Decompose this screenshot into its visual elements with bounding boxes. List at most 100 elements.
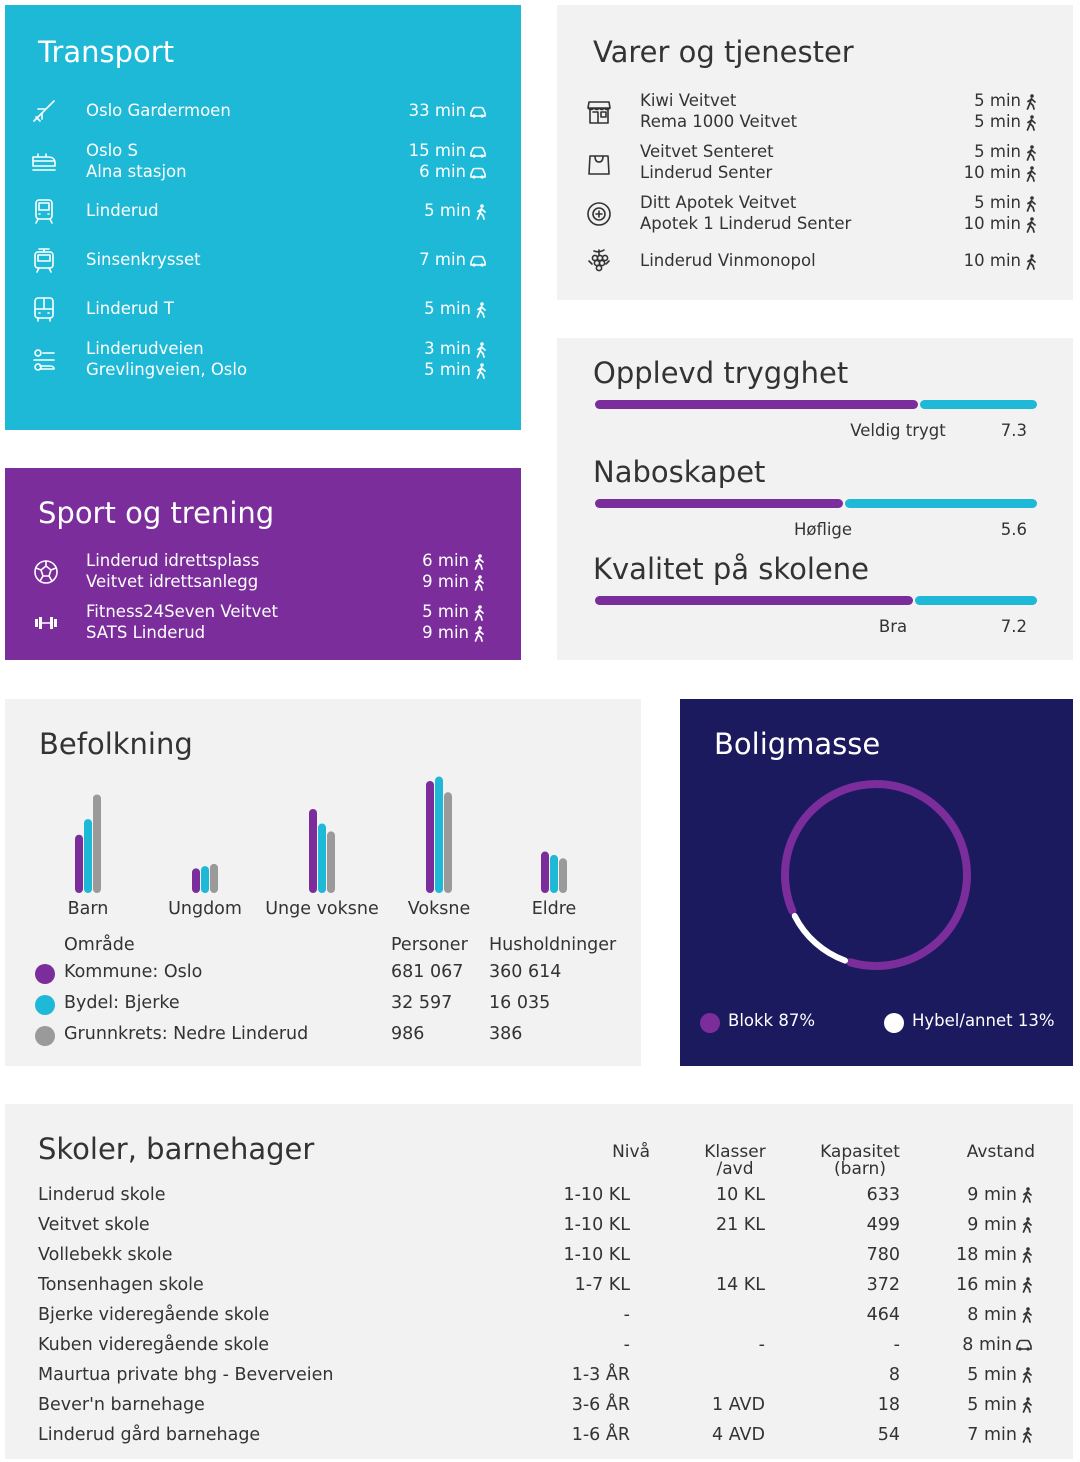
travel-time: 5 min bbox=[974, 112, 1021, 131]
rating-label: Veldig trygt bbox=[850, 421, 946, 440]
sport-item-name: Fitness24Seven Veitvet bbox=[86, 602, 278, 621]
school-avstand: 8 min bbox=[885, 1334, 1033, 1356]
sport-item-name: SATS Linderud bbox=[86, 623, 206, 642]
population-households: 386 bbox=[489, 1024, 523, 1044]
transport-item-name: Alna stasjon bbox=[86, 162, 187, 181]
population-households: 16 035 bbox=[489, 993, 551, 1013]
travel-time: 15 min bbox=[408, 141, 466, 160]
school-kapasitet: 499 bbox=[866, 1215, 900, 1235]
school-avstand: 5 min bbox=[885, 1364, 1033, 1386]
varer-item-time: 5 min bbox=[877, 192, 1037, 213]
school-name: Bjerke videregående skole bbox=[38, 1305, 270, 1325]
varer-item-time: 10 min bbox=[877, 250, 1037, 271]
school-klasser: 21 KL bbox=[715, 1215, 765, 1235]
rating-bar-score bbox=[595, 400, 918, 409]
header-kapasitet: Kapasitet (barn) bbox=[805, 1144, 915, 1178]
varer-item-name: Linderud Vinmonopol bbox=[640, 251, 816, 270]
tram-icon bbox=[30, 246, 58, 274]
school-kapasitet: - bbox=[893, 1335, 900, 1355]
population-persons: 32 597 bbox=[391, 993, 453, 1013]
varer-item-time: 5 min bbox=[877, 90, 1037, 111]
population-area: Kommune: Oslo bbox=[64, 962, 203, 982]
transport-item-time: 5 min bbox=[327, 359, 487, 380]
travel-time: 5 min bbox=[424, 201, 471, 220]
travel-time: 5 min bbox=[424, 299, 471, 318]
walk-icon bbox=[1021, 91, 1037, 110]
walk-icon bbox=[469, 602, 485, 621]
services-panel: Varer og tjenester Kiwi Veitvet Rema 1000… bbox=[557, 5, 1073, 300]
varer-item-name: Linderud Senter bbox=[640, 163, 773, 182]
school-name: Kuben videregående skole bbox=[38, 1335, 269, 1355]
transport-title: Transport bbox=[38, 35, 175, 69]
population-bar bbox=[559, 858, 567, 893]
school-kapasitet: 464 bbox=[866, 1305, 900, 1325]
legend-dot-hybel bbox=[884, 1013, 904, 1033]
school-niva: 3-6 ÅR bbox=[571, 1395, 630, 1415]
travel-time: 5 min bbox=[424, 360, 471, 379]
population-category-label: Unge voksne bbox=[265, 899, 379, 919]
population-legend-dot bbox=[35, 995, 55, 1015]
travel-time: 33 min bbox=[408, 101, 466, 120]
travel-time: 9 min bbox=[422, 572, 469, 591]
walk-icon bbox=[471, 339, 487, 358]
walk-icon bbox=[1021, 163, 1037, 182]
walk-icon bbox=[1021, 112, 1037, 131]
varer-item-time: 10 min bbox=[877, 213, 1037, 234]
travel-time: 5 min bbox=[422, 602, 469, 621]
travel-time: 16 min bbox=[956, 1275, 1017, 1295]
transport-panel: Transport Oslo Gardermoen 33 min Oslo S Aln… bbox=[5, 5, 521, 430]
header-klasser: Klasser /avd bbox=[685, 1144, 785, 1178]
school-niva: - bbox=[623, 1335, 630, 1355]
population-bar bbox=[84, 819, 92, 893]
school-avstand: 5 min bbox=[885, 1394, 1033, 1416]
school-niva: 1-6 ÅR bbox=[571, 1425, 630, 1445]
walk-icon bbox=[1021, 251, 1037, 270]
walk-icon bbox=[1017, 1305, 1033, 1325]
rating-bar-score bbox=[595, 499, 843, 508]
rating-bar-remainder bbox=[845, 499, 1037, 508]
sport-item-time: 6 min bbox=[325, 550, 485, 571]
header-klasser-line1: Klasser bbox=[704, 1142, 766, 1162]
walk-icon bbox=[1017, 1365, 1033, 1385]
travel-time: 5 min bbox=[967, 1365, 1017, 1385]
population-panel: Befolkning Barn Ungdom Unge voksne Voksne El… bbox=[5, 699, 641, 1066]
school-name: Bever'n barnehage bbox=[38, 1395, 205, 1415]
walk-icon bbox=[471, 360, 487, 379]
store-icon bbox=[585, 98, 613, 126]
walk-icon bbox=[469, 572, 485, 591]
transport-item-name: Oslo S bbox=[86, 141, 138, 160]
school-kapasitet: 54 bbox=[877, 1425, 900, 1445]
rating-bar-remainder bbox=[920, 400, 1037, 409]
school-avstand: 7 min bbox=[885, 1424, 1033, 1446]
train-icon bbox=[30, 148, 58, 176]
population-households: 360 614 bbox=[489, 962, 562, 982]
walk-icon bbox=[1021, 214, 1037, 233]
varer-item-time: 5 min bbox=[877, 111, 1037, 132]
population-persons: 681 067 bbox=[391, 962, 464, 982]
bus-icon bbox=[30, 295, 58, 323]
population-category-label: Ungdom bbox=[168, 899, 242, 919]
population-bar bbox=[444, 792, 452, 893]
population-bar bbox=[75, 834, 83, 893]
population-bar bbox=[550, 854, 558, 893]
transport-item-name: Linderud bbox=[86, 201, 159, 220]
varer-item-time: 5 min bbox=[877, 141, 1037, 162]
school-name: Vollebekk skole bbox=[38, 1245, 173, 1265]
transport-item-name: Sinsenkrysset bbox=[86, 250, 201, 269]
header-households: Husholdninger bbox=[489, 935, 617, 955]
school-niva: 1-3 ÅR bbox=[571, 1365, 630, 1385]
school-niva: 1-10 KL bbox=[563, 1245, 630, 1265]
legend-hybel: Hybel/annet 13% bbox=[912, 1011, 1055, 1030]
schools-panel: Skoler, barnehager Nivå Klasser /avd Kap… bbox=[5, 1104, 1073, 1459]
rating-bar-remainder bbox=[915, 596, 1037, 605]
sport-item-time: 9 min bbox=[325, 571, 485, 592]
housing-panel: Boligmasse Blokk 87% Hybel/annet 13% bbox=[680, 699, 1073, 1066]
transport-item-time: 33 min bbox=[327, 100, 487, 121]
walk-icon bbox=[471, 201, 487, 220]
population-legend-dot bbox=[35, 1026, 55, 1046]
header-kapasitet-line2: (barn) bbox=[834, 1159, 886, 1179]
varer-item-name: Kiwi Veitvet bbox=[640, 91, 737, 110]
school-klasser: 14 KL bbox=[715, 1275, 765, 1295]
legend-blokk: Blokk 87% bbox=[728, 1011, 816, 1030]
car-icon bbox=[466, 250, 487, 269]
